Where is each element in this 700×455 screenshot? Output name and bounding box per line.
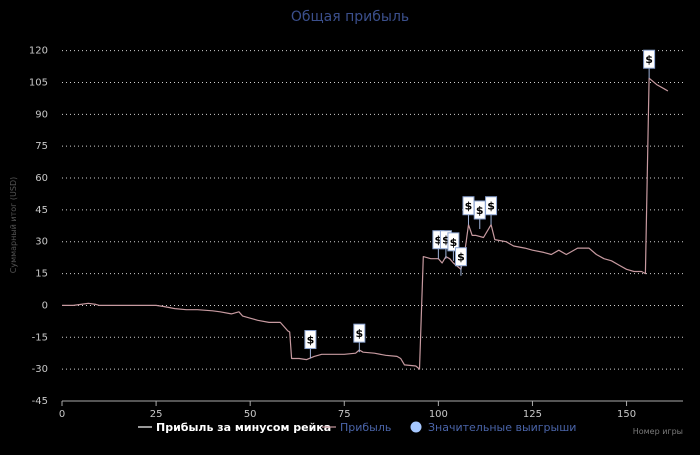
legend-item: Прибыль за минусом рейка: [138, 421, 331, 434]
legend-label: Прибыль за минусом рейка: [156, 421, 331, 434]
y-tick-label: 120: [29, 46, 48, 57]
y-tick-label: 15: [35, 269, 48, 280]
x-tick-label: 25: [150, 409, 163, 420]
y-tick-label: -45: [32, 396, 48, 407]
big-win-markers: $ $$ $ $$$ $ $$: [304, 49, 656, 359]
x-tick-label: 150: [617, 409, 636, 420]
y-tick-label: 105: [29, 77, 48, 88]
x-axis-label: Номер игры: [633, 427, 683, 436]
big-win-marker: $: [353, 323, 366, 353]
x-tick-label: 125: [523, 409, 542, 420]
axes: -45 -30 -15 0 15 30 45 60 75 90 105 120 0 25 50 75 100 12…: [29, 46, 683, 420]
marker-label: $: [450, 236, 458, 249]
legend-item: Значительные выигрыши: [410, 421, 576, 434]
chart-title: Общая прибыль: [291, 9, 409, 25]
big-win-marker: $: [447, 232, 460, 261]
y-tick-label: 0: [42, 300, 48, 311]
series-line: [62, 77, 669, 370]
y-tick-label: 30: [35, 237, 48, 248]
marker-flag: [485, 196, 498, 216]
marker-flag: [643, 49, 656, 69]
marker-label: $: [435, 234, 443, 247]
x-tick-label: 75: [338, 409, 351, 420]
y-tick-label: -30: [32, 364, 48, 375]
marker-flag: [304, 330, 317, 350]
marker-label: $: [476, 204, 484, 217]
legend: Прибыль за минусом рейка Прибыль Значитель…: [138, 421, 576, 434]
big-win-marker: $: [304, 330, 317, 359]
y-tick-label: -15: [32, 332, 48, 343]
y-tick-label: 60: [35, 173, 48, 184]
legend-label: Значительные выигрыши: [428, 421, 576, 434]
y-tick-label: 75: [35, 141, 48, 152]
marker-label: $: [442, 234, 450, 247]
marker-label: $: [645, 53, 653, 66]
marker-flag: [353, 323, 366, 343]
y-tick-label: 45: [35, 205, 48, 216]
big-win-marker: $: [485, 196, 498, 225]
x-tick-label: 0: [59, 409, 65, 420]
big-win-marker: $: [643, 49, 656, 79]
legend-swatch: [410, 421, 422, 433]
big-win-marker: $: [454, 247, 467, 276]
y-tick-label: 90: [35, 109, 48, 120]
legend-label: Прибыль: [340, 421, 391, 434]
marker-label: $: [355, 327, 363, 340]
series-layer: [62, 77, 669, 370]
marker-label: $: [307, 334, 315, 347]
marker-flag: [454, 247, 467, 267]
marker-label: $: [457, 251, 465, 264]
marker-label: $: [465, 200, 473, 213]
legend-item: Прибыль: [322, 421, 391, 434]
y-axis-label: Суммарный итог (USD): [9, 177, 18, 274]
marker-label: $: [487, 200, 495, 213]
x-tick-label: 50: [244, 409, 257, 420]
marker-flag: [447, 232, 460, 252]
x-tick-label: 100: [429, 409, 448, 420]
